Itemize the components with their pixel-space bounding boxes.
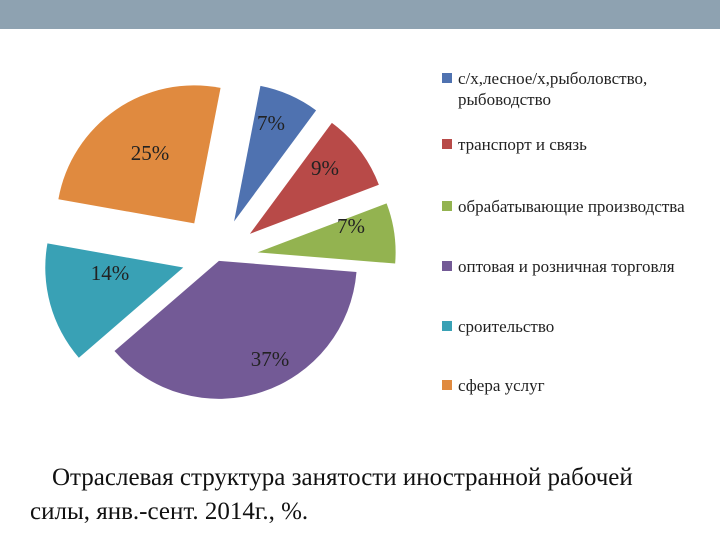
legend-label-agriculture: с/х,лесное/х,рыболовство, рыбоводство	[458, 69, 648, 109]
slice-label-agriculture: 7%	[257, 111, 285, 135]
legend-swatch-services	[442, 380, 452, 390]
pie-slice-manufacturing	[257, 203, 396, 264]
chart-title: Отраслевая структура занятости иностранн…	[30, 464, 633, 525]
slice-label-services: 25%	[131, 141, 170, 165]
legend-label-trade: оптовая и розничная торговля	[458, 257, 675, 276]
legend-swatch-agriculture	[442, 73, 452, 83]
legend-label-services: сфера услуг	[458, 376, 545, 395]
legend-item-trade: оптовая и розничная торговля	[442, 256, 712, 277]
slice-label-construction: 14%	[91, 261, 130, 285]
legend-item-agriculture: с/х,лесное/х,рыболовство, рыбоводство	[442, 68, 712, 110]
legend-item-services: сфера услуг	[442, 375, 712, 396]
slice-label-transport: 9%	[311, 156, 339, 180]
slice-label-manufacturing: 7%	[337, 214, 365, 238]
pie-slice-transport	[249, 122, 379, 234]
legend-swatch-manufacturing	[442, 201, 452, 211]
pie-slice-construction	[45, 243, 184, 358]
legend-label-construction: сроительство	[458, 317, 555, 336]
pie-slice-trade	[114, 260, 357, 399]
legend-item-manufacturing: обрабатывающие производства	[442, 196, 712, 217]
legend-item-construction: сроительство	[442, 316, 712, 337]
legend-label-transport: транспорт и связь	[458, 135, 587, 154]
legend-label-manufacturing: обрабатывающие производства	[458, 197, 685, 216]
top-bar	[0, 0, 720, 29]
legend-item-transport: транспорт и связь	[442, 134, 712, 155]
pie-slice-services	[58, 85, 221, 224]
legend-swatch-trade	[442, 261, 452, 271]
slice-label-trade: 37%	[251, 347, 290, 371]
pie-slice-agriculture	[234, 85, 317, 222]
legend-swatch-construction	[442, 321, 452, 331]
legend-swatch-transport	[442, 139, 452, 149]
